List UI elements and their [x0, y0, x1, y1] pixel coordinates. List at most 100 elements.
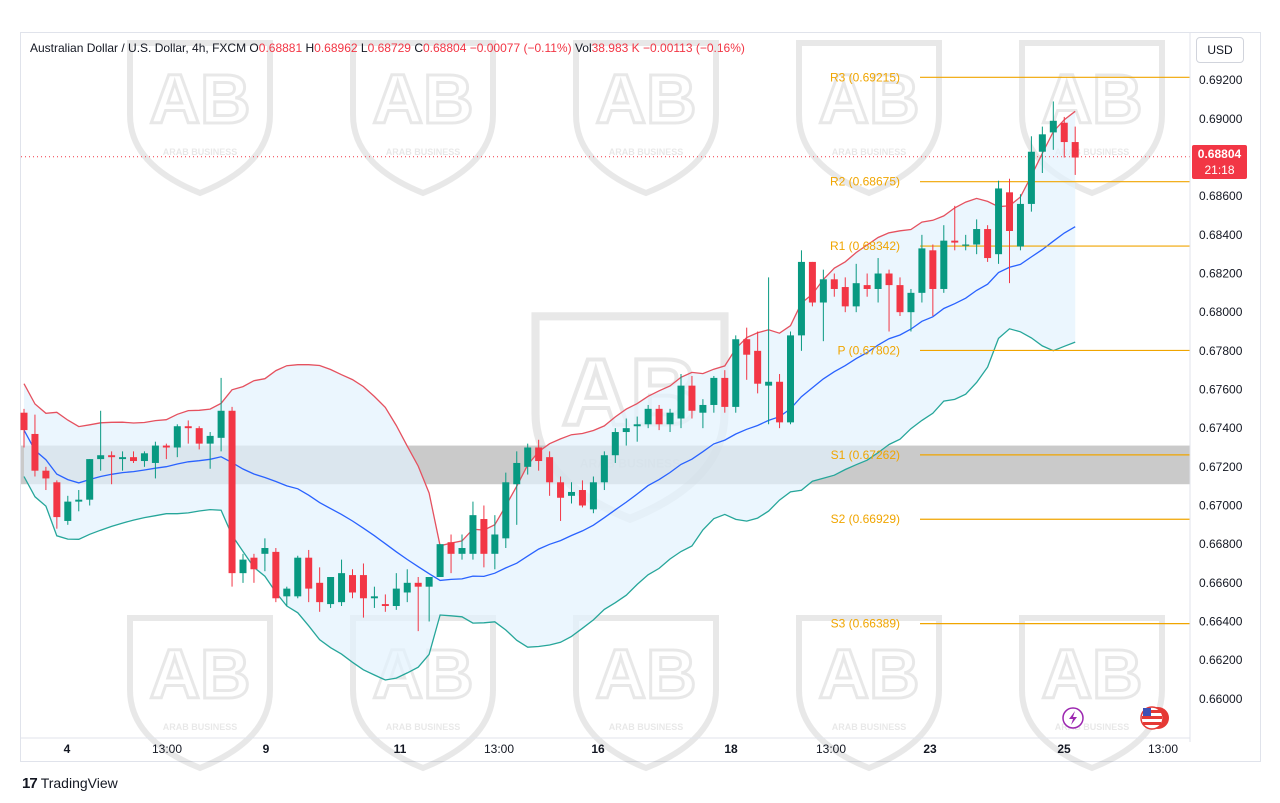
candle: [42, 466, 50, 491]
band-fill: [24, 111, 1076, 681]
candle-body: [349, 575, 356, 593]
candle: [557, 476, 565, 521]
candle-body: [195, 428, 203, 444]
candle: [381, 594, 389, 612]
candle: [710, 375, 718, 413]
candle-body: [119, 457, 127, 460]
candle-body: [108, 455, 116, 458]
time-tick-label: 11: [394, 742, 407, 756]
candle: [973, 219, 981, 255]
tradingview-logo-text: TradingView: [40, 775, 118, 791]
candle: [863, 273, 871, 297]
candle-body: [327, 577, 335, 605]
price-tick-label: 0.68200: [1199, 267, 1243, 281]
watermark-shield: [127, 615, 273, 772]
time-tick-label: 9: [263, 742, 270, 756]
candle-body: [42, 470, 50, 479]
candle-body: [710, 377, 718, 405]
price-tick-label: 0.68400: [1199, 228, 1243, 242]
candle: [272, 548, 280, 603]
watermark-logo: AB ARAB BUSINESS: [796, 615, 942, 772]
watermark-text: ARAB BUSINESS: [1055, 722, 1130, 732]
price-tick-label: 0.67400: [1199, 421, 1243, 435]
candle-body: [984, 229, 992, 259]
watermark-text: ARAB BUSINESS: [832, 147, 907, 157]
watermark-letters: AB: [149, 635, 250, 713]
candle-body: [787, 335, 794, 423]
candle: [611, 428, 619, 463]
candle-body: [688, 385, 696, 411]
watermark-text: ARAB BUSINESS: [609, 147, 684, 157]
candle-body: [20, 412, 28, 431]
watermark-text: ARAB BUSINESS: [163, 147, 238, 157]
candle-body: [316, 582, 324, 603]
candle: [436, 544, 444, 578]
candle-body: [338, 573, 346, 603]
price-tick-label: 0.67200: [1199, 460, 1243, 474]
candle-body: [524, 447, 532, 467]
candle: [776, 374, 784, 429]
watermark-letters: AB: [595, 60, 696, 138]
candle: [984, 225, 992, 262]
pivot-label: R1 (0.68342): [830, 239, 900, 253]
candle: [765, 277, 773, 425]
candle-body: [808, 261, 816, 303]
bollinger-bands: [21, 110, 1190, 681]
candle-body: [535, 447, 543, 462]
candle-body: [589, 482, 597, 510]
candle-body: [217, 410, 225, 438]
candle-body: [600, 455, 608, 483]
candle-body: [841, 287, 849, 307]
candle: [940, 225, 948, 293]
candle-body: [184, 426, 192, 429]
candle-body: [294, 557, 302, 597]
candle: [808, 261, 816, 307]
us-flag-icon[interactable]: [1140, 706, 1169, 730]
price-tick-label: 0.67000: [1199, 498, 1243, 512]
candle: [535, 439, 543, 471]
candle: [480, 505, 488, 568]
pivot-label: R3 (0.69215): [830, 70, 900, 84]
candle: [294, 555, 302, 599]
price-tick-label: 0.68600: [1199, 189, 1243, 203]
candle: [140, 451, 148, 467]
candle-body: [403, 582, 411, 593]
candle: [918, 234, 926, 303]
watermark-logo: AB ARAB BUSINESS: [1019, 615, 1165, 772]
bar-countdown: 21:18: [1204, 163, 1235, 177]
candle: [228, 406, 236, 587]
candle-body: [863, 285, 871, 289]
candle-body: [381, 604, 389, 607]
watermark-logo: AB ARAB BUSINESS: [573, 615, 719, 772]
watermark-letters: AB: [595, 635, 696, 713]
candle: [250, 553, 258, 583]
watermark-logo: AB ARAB BUSINESS: [350, 40, 496, 197]
time-axis: 4 13:00 9 11 13:00 16 18 13:00 23 25 13:00: [21, 737, 1190, 756]
candle: [403, 569, 411, 603]
watermark-shield: [350, 40, 496, 197]
candle-body: [1027, 151, 1035, 204]
candle-body: [1016, 203, 1024, 247]
candle: [162, 443, 170, 460]
currency-button[interactable]: USD: [1196, 37, 1244, 63]
tradingview-logo[interactable]: 17 TradingView: [22, 775, 118, 792]
candle-body: [765, 381, 773, 386]
candle: [699, 399, 707, 429]
candle: [995, 180, 1003, 264]
candle: [830, 273, 838, 297]
pivot-label: S3 (0.66389): [831, 617, 900, 631]
candle: [787, 331, 794, 425]
candle-body: [447, 542, 455, 554]
candle-body: [633, 424, 641, 427]
candle-body: [819, 279, 827, 303]
price-tick-label: 0.69000: [1199, 112, 1243, 126]
current-price-badge: 0.68804 21:18: [1192, 145, 1247, 179]
candle: [1006, 178, 1013, 284]
watermark-logo: AB ARAB BUSINESS: [127, 615, 273, 772]
candle: [885, 269, 893, 332]
candle-body: [754, 350, 762, 384]
change-value: −0.00077 (−0.11%): [469, 41, 572, 55]
candle: [239, 553, 247, 583]
candle-body: [907, 292, 915, 313]
